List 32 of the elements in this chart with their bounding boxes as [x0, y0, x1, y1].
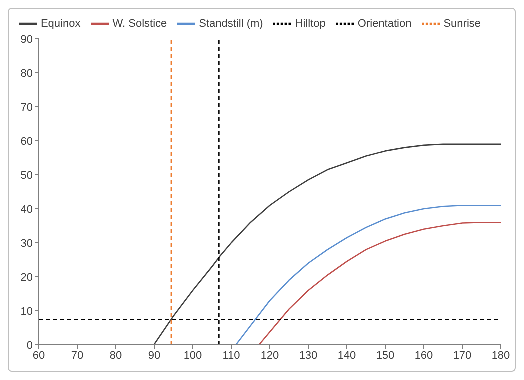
x-tick-label: 90	[148, 350, 161, 362]
legend-label: Sunrise	[444, 18, 482, 30]
x-tick-label: 100	[184, 350, 202, 362]
line-series	[153, 144, 501, 345]
x-tick-label: 60	[32, 350, 46, 362]
line-series	[235, 204, 501, 345]
y-tick-label: 30	[20, 238, 33, 250]
legend-label: Equinox	[40, 18, 81, 30]
y-tick-label: 90	[20, 34, 33, 46]
y-tick-label: 0	[26, 340, 33, 352]
x-tick-label: 70	[71, 350, 84, 362]
y-tick-label: 80	[20, 68, 33, 80]
line-series	[258, 222, 501, 345]
y-tick-label: 50	[20, 170, 33, 182]
x-tick-label: 130	[299, 350, 318, 362]
y-tick-label: 40	[20, 204, 33, 216]
legend-label: Hilltop	[295, 18, 326, 30]
x-tick-label: 180	[492, 350, 510, 362]
x-tick-label: 80	[110, 350, 122, 362]
legend-label: W. Solstice	[112, 18, 168, 30]
legend-label: Orientation	[358, 18, 412, 30]
x-tick-label: 150	[376, 350, 395, 362]
x-tick-label: 110	[222, 350, 240, 362]
x-tick-label: 170	[453, 350, 472, 362]
x-tick-label: 120	[260, 350, 280, 362]
y-tick-label: 70	[20, 102, 33, 114]
y-tick-label: 60	[20, 136, 33, 148]
y-tick-label: 10	[20, 306, 33, 318]
legend-label: Standstill (m)	[199, 18, 264, 30]
y-tick-label: 20	[20, 272, 33, 284]
x-tick-label: 160	[414, 350, 434, 362]
x-tick-label: 140	[338, 350, 356, 362]
